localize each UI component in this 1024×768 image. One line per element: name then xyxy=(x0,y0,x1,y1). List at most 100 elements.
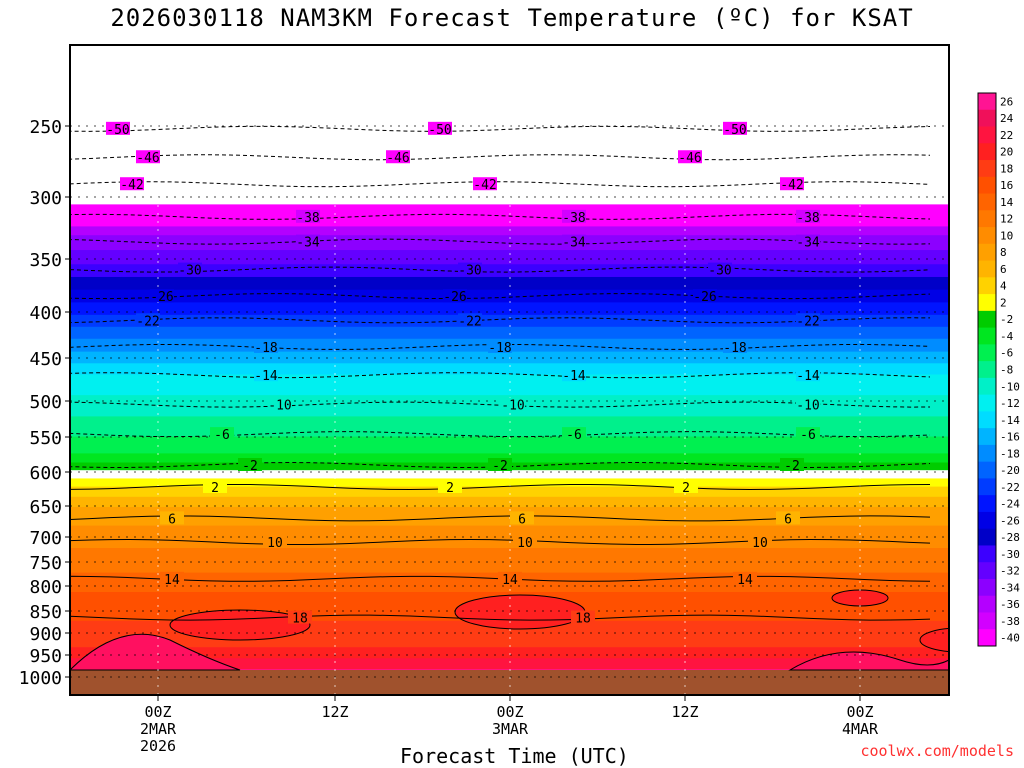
contour-label-bg xyxy=(562,427,586,441)
colorbar-swatch xyxy=(978,394,996,412)
contour-label: -50 xyxy=(723,123,746,138)
colorbar-border xyxy=(977,92,997,647)
contour-label-bg xyxy=(296,209,320,223)
contour-label-bg xyxy=(178,262,202,276)
colorbar-swatch xyxy=(978,176,996,195)
temperature-band xyxy=(70,313,949,327)
contour-label: -46 xyxy=(136,151,159,166)
contour-label: -50 xyxy=(428,123,451,138)
colorbar-swatch xyxy=(978,160,996,178)
contour-label-bg xyxy=(210,427,234,441)
contour-label: -46 xyxy=(678,151,701,166)
colorbar-swatch xyxy=(978,377,996,396)
contour-label: -30 xyxy=(178,264,201,279)
contour-label: 2 xyxy=(682,481,690,496)
contour-label-bg xyxy=(136,150,160,164)
contour-label-bg xyxy=(708,262,732,276)
contour-label-bg xyxy=(386,150,410,164)
contour-label-bg xyxy=(796,427,820,441)
contour-label-bg xyxy=(501,397,525,411)
x-tick-sublabel: 4MAR xyxy=(842,720,879,738)
colorbar-label: -26 xyxy=(1000,514,1020,527)
temperature-band xyxy=(70,288,949,303)
colorbar-label: -20 xyxy=(1000,464,1020,477)
temperature-band xyxy=(70,515,949,526)
contour-line xyxy=(70,401,931,408)
colorbar-swatch xyxy=(978,478,996,496)
temperature-band xyxy=(70,234,949,251)
warm-blob xyxy=(454,594,586,630)
y-tick-label: 700 xyxy=(29,528,62,549)
colorbar-swatch xyxy=(978,495,996,513)
credit-link[interactable]: coolwx.com/models xyxy=(860,742,1014,760)
colorbar-label: 22 xyxy=(1000,129,1013,142)
colorbar-label: 2 xyxy=(1000,296,1007,309)
colorbar-label: -8 xyxy=(1000,364,1013,377)
contour-label-bg xyxy=(150,289,174,303)
contour-label: 10 xyxy=(517,536,533,551)
contour-label: -46 xyxy=(386,151,409,166)
contour-label-bg xyxy=(254,339,278,353)
temperature-band xyxy=(70,204,949,227)
colorbar-swatch xyxy=(978,126,996,144)
contour-line xyxy=(70,213,931,220)
colorbar-swatch xyxy=(978,411,996,429)
colorbar-label: -34 xyxy=(1000,581,1020,594)
colorbar-swatch xyxy=(978,578,996,597)
contour-label-bg xyxy=(678,150,702,164)
contour-label: -34 xyxy=(796,236,820,251)
colorbar-swatch xyxy=(978,612,996,630)
x-tick-sublabel: 3MAR xyxy=(492,720,529,738)
colorbar-label: -24 xyxy=(1000,498,1020,511)
temperature-band xyxy=(70,444,949,454)
y-tick-label: 950 xyxy=(29,646,62,667)
y-tick-label: 450 xyxy=(29,349,62,370)
colorbar-label: -4 xyxy=(1000,330,1014,343)
contour-label-bg xyxy=(513,535,537,548)
temperature-band xyxy=(70,485,949,497)
contour-label: -14 xyxy=(254,369,278,384)
contour-label-bg xyxy=(780,458,804,471)
contour-label-bg xyxy=(488,339,512,353)
temperature-band xyxy=(70,325,949,339)
contour-label: 6 xyxy=(518,512,526,527)
contour-label-bg xyxy=(428,121,452,135)
colorbar-label: -12 xyxy=(1000,397,1020,410)
contour-label-bg xyxy=(796,368,820,382)
y-tick-label: 250 xyxy=(29,117,62,138)
contour-label-bg xyxy=(780,177,804,191)
contour-label-bg xyxy=(510,511,534,525)
colorbar-label: -32 xyxy=(1000,565,1020,578)
colorbar-swatch xyxy=(978,93,996,111)
colorbar-swatch xyxy=(978,227,996,245)
contour-label: -2 xyxy=(242,459,258,474)
warm-blob xyxy=(919,627,949,653)
contour-label-bg xyxy=(120,177,144,191)
colorbar-label: 6 xyxy=(1000,263,1007,276)
contour-label: -30 xyxy=(458,264,481,279)
ground-band xyxy=(70,670,949,695)
contour-label-bg xyxy=(796,313,820,327)
contour-line xyxy=(70,317,931,324)
colorbar-label: 14 xyxy=(1000,196,1014,209)
contour-label: -42 xyxy=(780,178,803,193)
contour-label-bg xyxy=(438,479,462,493)
y-tick-label: 500 xyxy=(29,392,62,413)
colorbar-label: -30 xyxy=(1000,548,1020,561)
contour-label-bg xyxy=(571,610,595,624)
y-tick-label: 650 xyxy=(29,497,62,518)
contour-label: -6 xyxy=(566,428,582,443)
contour-label: 6 xyxy=(168,512,176,527)
colorbar-label: 4 xyxy=(1000,280,1007,293)
contour-label: -2 xyxy=(492,459,508,474)
contour-line xyxy=(70,238,931,245)
colorbar-label: 16 xyxy=(1000,179,1013,192)
contour-label-bg xyxy=(693,289,717,303)
colorbar-label: 24 xyxy=(1000,112,1014,125)
contour-label-bg xyxy=(254,368,278,382)
contour-label-bg xyxy=(106,121,130,135)
colorbar-swatch xyxy=(978,511,996,530)
contour-label-bg xyxy=(458,262,482,276)
temperature-band xyxy=(70,452,949,463)
colorbar-label: -40 xyxy=(1000,632,1020,645)
